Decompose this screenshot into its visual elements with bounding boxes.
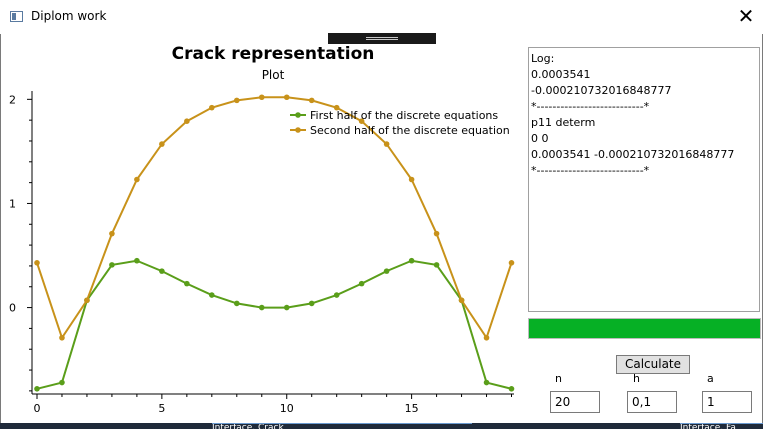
data-point <box>358 118 365 124</box>
splitter-handle[interactable] <box>328 33 436 44</box>
data-point <box>308 97 315 104</box>
legend-label: Second half of the discrete equation <box>310 124 510 137</box>
data-point <box>184 280 190 287</box>
log-line: -0.000210732016848777 <box>531 84 672 97</box>
data-point <box>408 257 415 264</box>
a-input[interactable] <box>702 391 752 413</box>
series-line <box>36 259 512 390</box>
data-point <box>159 141 165 147</box>
legend-swatch-marker <box>295 112 301 118</box>
data-point <box>283 304 290 311</box>
data-point <box>134 176 140 183</box>
title-bar[interactable]: Diplom work ✕ <box>0 0 763 34</box>
data-point <box>433 262 440 268</box>
app-window-icon <box>10 11 23 22</box>
calculate-button[interactable]: Calculate <box>616 355 690 374</box>
data-point <box>209 292 215 298</box>
data-point <box>109 262 115 268</box>
data-point <box>308 300 315 307</box>
data-point <box>34 385 40 392</box>
data-point <box>84 297 90 304</box>
y-tick-label: 0 <box>9 302 16 315</box>
window-title: Diplom work <box>31 9 107 23</box>
data-point <box>433 230 440 237</box>
taskbar <box>0 423 763 429</box>
legend-swatch-marker <box>295 127 301 133</box>
log-line: 0.0003541 <box>531 68 591 81</box>
data-point <box>508 385 515 392</box>
grip-line <box>366 37 398 38</box>
data-point <box>59 379 65 386</box>
log-line: *---------------------------* <box>531 164 650 177</box>
data-point <box>109 230 115 237</box>
a-label: a <box>707 372 714 385</box>
data-point <box>458 297 465 304</box>
data-point <box>483 379 490 386</box>
data-point <box>159 268 165 274</box>
n-input[interactable] <box>550 391 600 413</box>
data-point <box>383 268 390 274</box>
window-border-left <box>0 34 1 429</box>
taskbar-item[interactable]: Interface. Fa <box>680 423 763 430</box>
data-point <box>233 97 240 104</box>
data-point <box>483 334 490 341</box>
x-tick-label: 5 <box>158 402 165 415</box>
legend-label: First half of the discrete equations <box>310 109 498 122</box>
log-line: Log: <box>531 52 555 65</box>
n-label: n <box>555 372 562 385</box>
data-point <box>258 304 265 311</box>
x-tick-label: 0 <box>33 402 40 415</box>
data-point <box>34 260 40 266</box>
plot-area: 0 5 10 15 0 1 2 First half of the discrete equa… <box>9 91 515 415</box>
data-point <box>184 118 190 124</box>
series-line <box>36 96 513 341</box>
log-line: 0.0003541 -0.000210732016848777 <box>531 148 735 161</box>
data-point <box>283 94 290 101</box>
close-button[interactable]: ✕ <box>737 4 755 28</box>
h-label: h <box>633 372 640 385</box>
x-tick-label: 15 <box>405 402 419 415</box>
log-line: *---------------------------* <box>531 100 650 113</box>
data-point <box>383 141 390 147</box>
data-point <box>59 334 65 341</box>
data-point <box>408 176 415 183</box>
data-point <box>209 104 215 111</box>
data-point <box>258 94 265 101</box>
grip-line <box>366 39 398 40</box>
log-line: p11 determ <box>531 116 596 129</box>
progress-bar <box>528 318 761 339</box>
y-tick-label: 1 <box>9 197 16 210</box>
h-input[interactable] <box>627 391 677 413</box>
data-point <box>333 292 340 298</box>
data-point <box>358 280 365 287</box>
log-line: 0 0 <box>531 132 549 145</box>
chart-subtitle: Plot <box>261 68 285 82</box>
data-point <box>134 257 140 264</box>
taskbar-item[interactable]: Interface. Crack <box>212 423 472 430</box>
y-tick-label: 2 <box>9 93 16 106</box>
data-point <box>233 300 240 307</box>
x-tick-label: 10 <box>280 402 294 415</box>
log-textbox[interactable]: Log: 0.0003541 -0.000210732016848777 *--… <box>528 47 760 312</box>
chart-title: Crack representation <box>171 44 375 64</box>
data-point <box>333 104 340 111</box>
progress-fill <box>529 319 760 338</box>
data-point <box>508 260 515 266</box>
